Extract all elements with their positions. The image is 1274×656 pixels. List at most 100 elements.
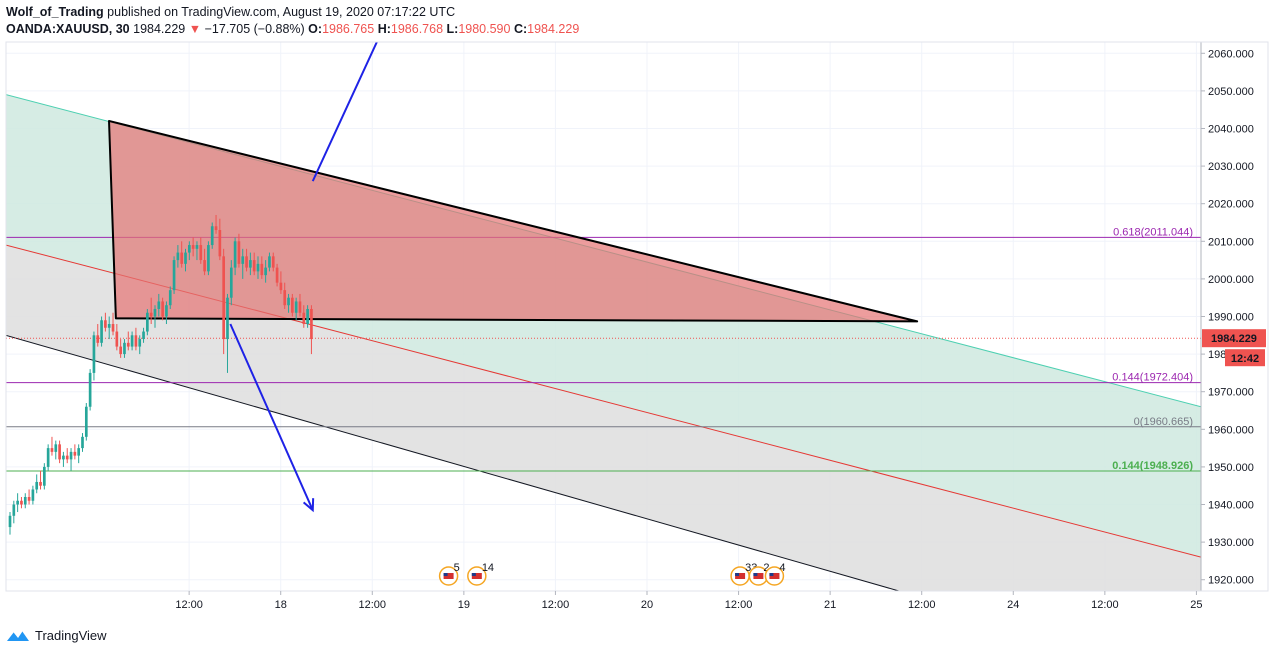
publish-info: published on TradingView.com, August 19,… bbox=[107, 5, 456, 19]
candle-body bbox=[302, 312, 306, 325]
x-tick-label: 18 bbox=[275, 599, 287, 611]
arrow-up-line bbox=[311, 42, 378, 182]
candle-body bbox=[260, 263, 264, 276]
flag-icon bbox=[753, 573, 764, 579]
tradingview-logo-icon bbox=[7, 630, 29, 641]
x-tick-label: 20 bbox=[641, 599, 653, 611]
candle-body bbox=[8, 515, 12, 528]
candle-body bbox=[283, 290, 287, 306]
candle-body bbox=[294, 301, 298, 313]
candle-body bbox=[115, 331, 119, 347]
candle-body bbox=[119, 346, 122, 355]
candle-body bbox=[35, 481, 39, 490]
x-tick-label: 12:00 bbox=[175, 599, 203, 611]
tradingview-brand[interactable]: TradingView bbox=[35, 628, 107, 643]
x-tick-label: 21 bbox=[824, 599, 836, 611]
author-name[interactable]: Wolf_of_Trading bbox=[6, 5, 104, 19]
triangle-pattern bbox=[108, 119, 919, 323]
footer-branding: TradingView bbox=[6, 628, 107, 643]
candle-body bbox=[138, 339, 142, 347]
x-tick-label: 24 bbox=[1007, 599, 1019, 611]
x-tick-label: 12:00 bbox=[542, 599, 570, 611]
candle-body bbox=[275, 267, 279, 283]
y-tick-label: 1930.000 bbox=[1208, 537, 1254, 549]
candle-body bbox=[264, 267, 267, 276]
y-tick-label: 2000.000 bbox=[1208, 274, 1254, 286]
open-value: 1986.765 bbox=[322, 22, 375, 36]
flag-icon bbox=[769, 573, 780, 579]
candle-body bbox=[191, 245, 195, 249]
candle-body bbox=[123, 342, 126, 355]
candle-body bbox=[195, 245, 199, 249]
candle-body bbox=[50, 448, 54, 452]
candle-body bbox=[96, 335, 100, 343]
flag-icon bbox=[443, 573, 454, 579]
symbol-label[interactable]: OANDA:XAUUSD, 30 bbox=[6, 22, 130, 36]
plot-area: 0.618(2011.044) 0.144(1972.404) 0(1960.665… bbox=[6, 42, 1201, 591]
close-label: C: bbox=[513, 22, 528, 36]
flag-icon-canton bbox=[443, 573, 448, 576]
flag-icon-canton bbox=[471, 573, 476, 576]
high-label: H: bbox=[377, 22, 391, 36]
x-tick-label: 19 bbox=[458, 599, 470, 611]
candle-body bbox=[176, 252, 180, 261]
candle-body bbox=[46, 448, 50, 467]
candle-body bbox=[256, 263, 260, 272]
flag-icon-canton bbox=[769, 573, 774, 576]
y-tick-label: 1990.000 bbox=[1208, 312, 1254, 324]
y-tick-label: 1940.000 bbox=[1208, 500, 1254, 512]
candle-body bbox=[310, 308, 313, 340]
candle-body bbox=[81, 436, 84, 449]
low-value: 1980.590 bbox=[458, 22, 511, 36]
candle-body bbox=[149, 312, 153, 317]
candle-body bbox=[165, 305, 168, 317]
candle-body bbox=[12, 504, 16, 516]
candle-body bbox=[268, 256, 271, 268]
last-price: 1984.229 bbox=[133, 22, 186, 36]
last-price-badge bbox=[1202, 329, 1266, 348]
candle-body bbox=[146, 312, 149, 332]
candle-body bbox=[27, 496, 31, 501]
event-count-label: 14 bbox=[482, 562, 494, 574]
candle-body bbox=[161, 301, 164, 317]
ohlc-line: OANDA:XAUUSD, 30 1984.229 ▼ −17.705 (−0.… bbox=[6, 21, 1006, 38]
y-tick-label: 1950.000 bbox=[1208, 462, 1254, 474]
candle-body bbox=[214, 226, 218, 231]
candle-body bbox=[23, 496, 27, 505]
candle-body bbox=[84, 406, 88, 437]
event-count-label: 2 bbox=[763, 562, 769, 574]
candle-body bbox=[43, 466, 46, 486]
candle-body bbox=[134, 335, 138, 347]
countdown-label: 12:42 bbox=[1231, 353, 1259, 365]
candle-body bbox=[203, 260, 206, 272]
fib-level-label: 0.618(2011.044) bbox=[1113, 226, 1193, 238]
y-tick-label: 1970.000 bbox=[1208, 387, 1254, 399]
x-tick-label: 25 bbox=[1190, 599, 1202, 611]
x-tick-label: 12:00 bbox=[359, 599, 387, 611]
candle-body bbox=[39, 481, 42, 486]
candle-body bbox=[100, 320, 103, 343]
candle-body bbox=[107, 324, 111, 328]
y-tick-label: 2060.000 bbox=[1208, 48, 1254, 60]
y-tick-label: 1920.000 bbox=[1208, 575, 1254, 587]
y-tick-label: 1960.000 bbox=[1208, 424, 1254, 436]
candle-body bbox=[233, 241, 237, 268]
candle-body bbox=[58, 444, 61, 460]
close-value: 1984.229 bbox=[527, 22, 580, 36]
candle-body bbox=[271, 256, 275, 268]
candle-body bbox=[104, 320, 107, 328]
candle-body bbox=[65, 455, 69, 460]
fib-level-label: 0.144(1972.404) bbox=[1112, 372, 1193, 384]
flag-icon bbox=[471, 573, 482, 579]
candle-body bbox=[245, 256, 248, 268]
candle-body bbox=[142, 331, 145, 340]
candle-body bbox=[172, 260, 176, 291]
arrow-down-line bbox=[229, 323, 314, 511]
last-price-badge-label: 1984.229 bbox=[1211, 333, 1257, 345]
event-count-label: 5 bbox=[454, 562, 460, 574]
price-change: −17.705 (−0.88%) bbox=[204, 22, 305, 36]
candle-body bbox=[287, 297, 290, 306]
candle-body bbox=[77, 448, 81, 456]
low-label: L: bbox=[446, 22, 459, 36]
